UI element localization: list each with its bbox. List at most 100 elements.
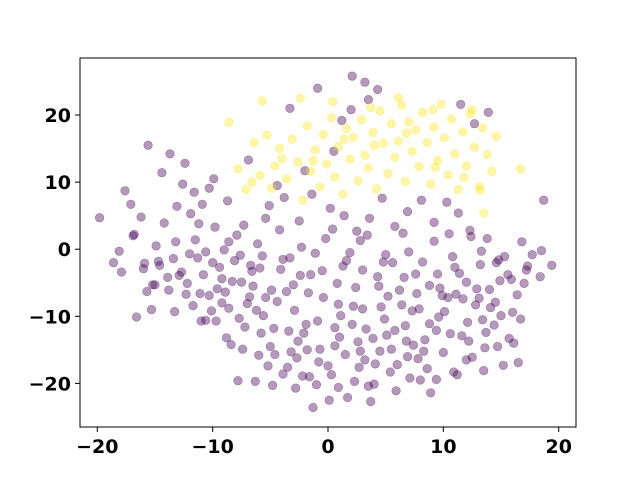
scatter-point: [429, 217, 439, 227]
scatter-point: [201, 247, 211, 257]
scatter-point: [383, 291, 393, 301]
scatter-point: [193, 253, 203, 263]
scatter-point: [469, 119, 480, 129]
scatter-point: [186, 209, 196, 219]
scatter-point: [362, 230, 372, 240]
scatter-point: [233, 164, 243, 174]
scatter-point: [433, 269, 443, 279]
scatter-point: [324, 395, 334, 405]
scatter-point: [235, 250, 245, 260]
scatter-point: [298, 371, 308, 381]
scatter-point: [242, 299, 252, 309]
scatter-point: [388, 258, 398, 268]
scatter-point: [277, 154, 287, 164]
scatter-point: [318, 292, 329, 303]
scatter-point: [445, 329, 455, 339]
scatter-point: [206, 306, 217, 316]
x-tick-label: 0: [321, 436, 334, 458]
scatter-point: [377, 193, 387, 203]
scatter-point: [369, 379, 379, 389]
scatter-point: [224, 303, 234, 313]
scatter-point: [256, 328, 266, 338]
scatter-point: [253, 239, 263, 249]
scatter-point: [391, 386, 401, 396]
scatter-point: [245, 292, 255, 302]
scatter-point: [361, 324, 371, 334]
scatter-point: [339, 134, 349, 144]
scatter-point: [547, 260, 557, 270]
scatter-point: [346, 105, 356, 115]
scatter-point: [422, 137, 432, 148]
scatter-point: [224, 237, 234, 247]
scatter-point: [385, 367, 395, 377]
scatter-point: [360, 77, 370, 87]
scatter-point: [519, 278, 529, 289]
scatter-point: [276, 264, 286, 274]
x-tick-label: 20: [545, 436, 571, 458]
scatter-point: [120, 186, 130, 196]
scatter-point: [287, 134, 297, 144]
scatter-point: [284, 326, 294, 336]
scatter-point: [240, 322, 250, 332]
scatter-point: [211, 316, 221, 326]
scatter-point: [306, 270, 316, 280]
scatter-point: [330, 323, 340, 333]
scatter-point: [219, 245, 229, 255]
scatter-point: [527, 250, 537, 260]
scatter-point: [374, 281, 384, 291]
scatter-point: [400, 176, 410, 186]
scatter-point: [298, 195, 308, 205]
scatter-point: [375, 106, 385, 116]
scatter-point: [185, 249, 195, 259]
scatter-point: [390, 325, 400, 336]
scatter-point: [535, 272, 545, 282]
scatter-point: [349, 376, 360, 387]
scatter-point: [382, 330, 392, 340]
scatter-point: [129, 229, 139, 239]
scatter-point: [188, 301, 198, 311]
scatter-point: [263, 361, 273, 371]
scatter-point: [299, 328, 309, 338]
scatter-point: [142, 286, 152, 297]
scatter-point: [330, 172, 340, 182]
scatter-point: [306, 166, 316, 176]
scatter-point: [376, 302, 386, 312]
scatter-point: [375, 346, 385, 356]
scatter-point: [353, 337, 363, 347]
scatter-point: [197, 199, 207, 209]
scatter-point: [224, 117, 234, 127]
scatter-point: [370, 359, 380, 369]
scatter-point: [323, 361, 333, 371]
scatter-point: [217, 298, 227, 308]
scatter-point: [286, 347, 296, 357]
scatter-point: [444, 229, 454, 239]
scatter-point: [431, 325, 442, 336]
scatter-point: [479, 366, 489, 376]
scatter-point: [155, 260, 165, 270]
scatter-point: [279, 192, 289, 203]
scatter-point: [486, 303, 496, 313]
scatter-point: [404, 117, 414, 127]
scatter-point: [150, 280, 160, 290]
scatter-point: [394, 285, 405, 295]
scatter-point: [315, 344, 325, 354]
scatter-point: [476, 246, 487, 256]
scatter-point: [212, 284, 222, 294]
scatter-point: [257, 96, 267, 106]
scatter-point: [291, 383, 301, 393]
scatter-point: [333, 382, 344, 393]
scatter-point: [266, 183, 277, 193]
scatter-point: [255, 263, 265, 273]
scatter-point: [465, 225, 475, 235]
x-axis: −20 −10 0 10 20: [76, 427, 572, 458]
scatter-point: [174, 270, 184, 281]
scatter-point: [236, 277, 247, 287]
scatter-point: [329, 146, 339, 156]
scatter-point: [507, 307, 518, 317]
scatter-point: [521, 265, 532, 275]
scatter-point: [407, 146, 417, 156]
scatter-point: [114, 246, 124, 256]
plot-area: [80, 58, 576, 427]
scatter-point: [504, 333, 514, 344]
